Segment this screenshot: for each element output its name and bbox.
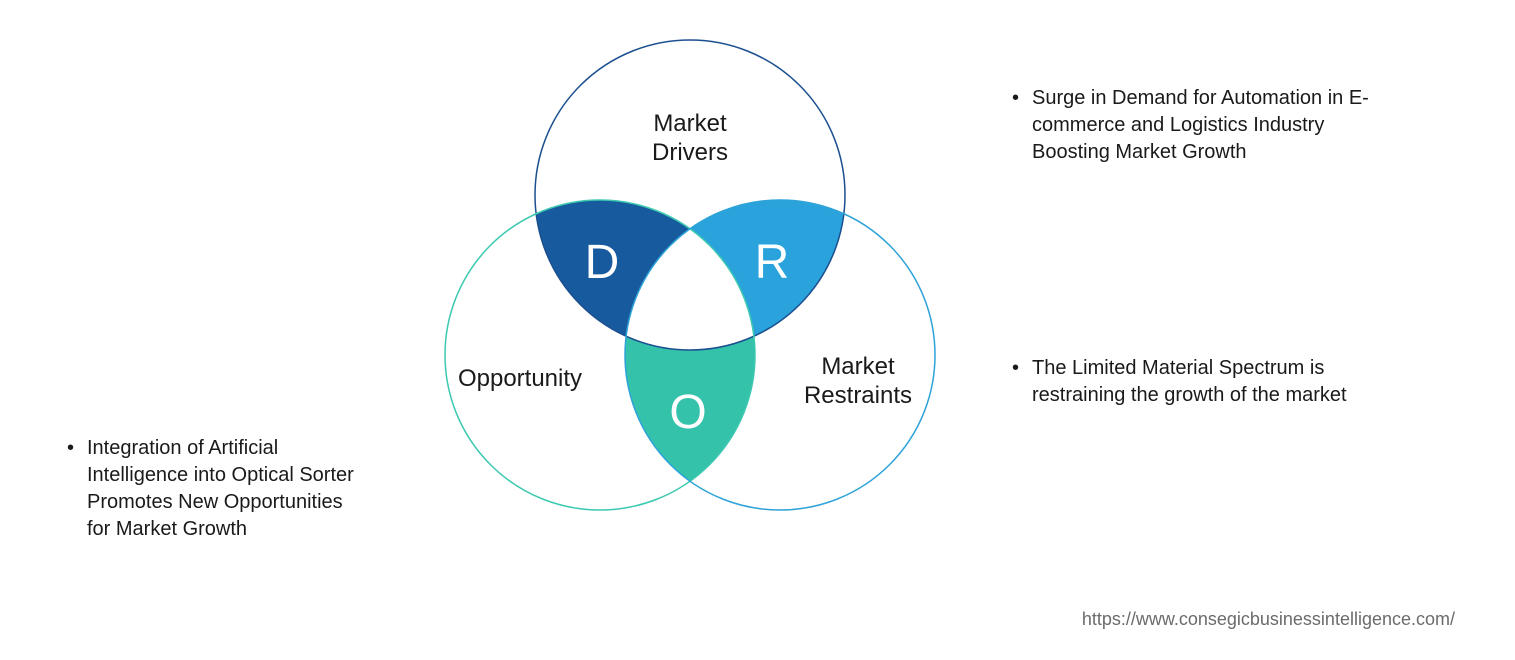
label-restraints-text: MarketRestraints xyxy=(804,353,912,409)
lens-letter-o: O xyxy=(658,385,718,440)
lens-letter-r: R xyxy=(742,235,802,290)
bullet-restraints-text: The Limited Material Spectrum is restrai… xyxy=(1028,355,1380,409)
bullet-drivers-text: Surge in Demand for Automation in E-comm… xyxy=(1028,85,1380,166)
label-drivers-text: MarketDrivers xyxy=(652,110,728,166)
bullet-restraints: The Limited Material Spectrum is restrai… xyxy=(1010,355,1380,409)
label-opportunity: Opportunity xyxy=(420,365,620,394)
label-restraints: MarketRestraints xyxy=(748,353,968,411)
label-drivers: MarketDrivers xyxy=(590,110,790,168)
bullet-drivers: Surge in Demand for Automation in E-comm… xyxy=(1010,85,1380,166)
lens-letter-d: D xyxy=(572,235,632,290)
label-opportunity-text: Opportunity xyxy=(458,365,582,392)
bullet-opportunity-text: Integration of Artificial Intelligence i… xyxy=(83,435,365,543)
footer-url: https://www.consegicbusinessintelligence… xyxy=(1082,609,1455,630)
venn-diagram: MarketDrivers Opportunity MarketRestrain… xyxy=(390,35,990,595)
bullet-opportunity: Integration of Artificial Intelligence i… xyxy=(65,435,365,543)
